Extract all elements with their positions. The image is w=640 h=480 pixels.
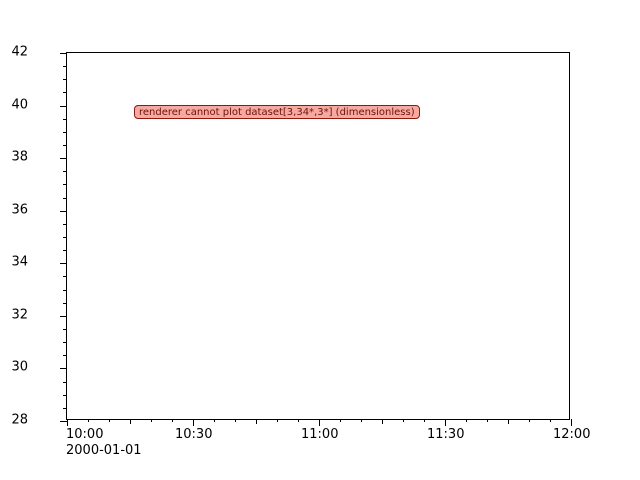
yaxis-minor-tick <box>63 145 67 146</box>
xaxis-minor-tick <box>508 419 509 424</box>
xaxis-minor-tick <box>466 419 467 422</box>
xaxis-major-tick <box>193 419 194 426</box>
yaxis-minor-tick <box>63 223 67 225</box>
xaxis-minor-tick <box>487 419 488 422</box>
yaxis-tick-label: 34 <box>11 254 28 270</box>
yaxis-minor-tick <box>63 407 67 409</box>
xaxis-minor-tick <box>361 419 362 422</box>
xaxis-tick-label: 11:00 <box>301 427 339 442</box>
xaxis-tick-label: 10:30 <box>175 427 213 442</box>
yaxis-major-tick <box>60 421 67 422</box>
yaxis-minor-tick <box>63 355 67 357</box>
xaxis-tick-label: 11:30 <box>427 427 465 442</box>
yaxis-minor-tick <box>63 289 67 291</box>
yaxis-minor-tick <box>63 329 67 330</box>
xaxis-minor-tick <box>151 419 152 422</box>
yaxis-minor-tick <box>63 250 67 252</box>
yaxis-minor-tick <box>63 131 67 133</box>
yaxis-minor-tick <box>63 342 67 344</box>
xaxis-major-tick <box>571 419 572 426</box>
yaxis-tick-label: 38 <box>11 149 28 165</box>
xaxis-minor-tick <box>130 419 131 424</box>
plot-area: renderer cannot plot dataset[3,34*,3*] (… <box>60 52 572 426</box>
yaxis-minor-tick <box>63 66 67 68</box>
yaxis-minor-tick <box>63 302 67 304</box>
xaxis-minor-tick <box>109 419 110 422</box>
yaxis-minor-tick <box>63 92 67 94</box>
yaxis-minor-tick <box>63 276 67 278</box>
xaxis-minor-tick <box>235 419 236 422</box>
xaxis-minor-tick <box>340 419 341 422</box>
yaxis-major-tick <box>60 158 67 160</box>
xaxis-minor-tick <box>529 419 530 422</box>
yaxis-major-tick <box>60 315 67 317</box>
yaxis-major-tick <box>60 105 67 107</box>
yaxis-major-tick <box>60 210 67 212</box>
xaxis-date-label: 2000-01-01 <box>66 443 142 458</box>
renderer-warning-label: renderer cannot plot dataset[3,34*,3*] (… <box>134 105 420 119</box>
yaxis-tick-label: 36 <box>11 202 28 218</box>
yaxis-tick-label: 28 <box>11 412 28 428</box>
yaxis-minor-tick <box>63 118 67 120</box>
xaxis-tick-label: 12:00 <box>553 427 591 442</box>
yaxis-minor-tick <box>63 184 67 186</box>
xaxis-major-tick <box>319 419 320 426</box>
yaxis-minor-tick <box>63 79 67 81</box>
yaxis-minor-tick <box>63 381 67 383</box>
yaxis-minor-tick <box>63 237 67 238</box>
yaxis-major-tick <box>60 263 67 265</box>
yaxis-tick-label: 40 <box>11 97 28 113</box>
yaxis-minor-tick <box>63 171 67 173</box>
xaxis-minor-tick <box>214 419 215 422</box>
yaxis-tick-label: 30 <box>11 359 28 375</box>
yaxis-major-tick <box>60 53 67 54</box>
xaxis-minor-tick <box>382 419 383 424</box>
yaxis-minor-tick <box>63 394 67 396</box>
yaxis-tick-label: 42 <box>11 44 28 60</box>
yaxis-major-tick <box>60 368 67 370</box>
xaxis-minor-tick <box>298 419 299 422</box>
xaxis-minor-tick <box>424 419 425 422</box>
xaxis-minor-tick <box>172 419 173 422</box>
xaxis-major-tick <box>445 419 446 426</box>
xaxis-tick-label: 10:00 <box>66 427 104 442</box>
xaxis-minor-tick <box>256 419 257 424</box>
xaxis-minor-tick <box>550 419 551 422</box>
yaxis-minor-tick <box>63 197 67 199</box>
xaxis-minor-tick <box>403 419 404 422</box>
xaxis-minor-tick <box>88 419 89 422</box>
yaxis-tick-label: 32 <box>11 307 28 323</box>
xaxis-minor-tick <box>277 419 278 422</box>
xaxis-major-tick <box>67 419 68 426</box>
